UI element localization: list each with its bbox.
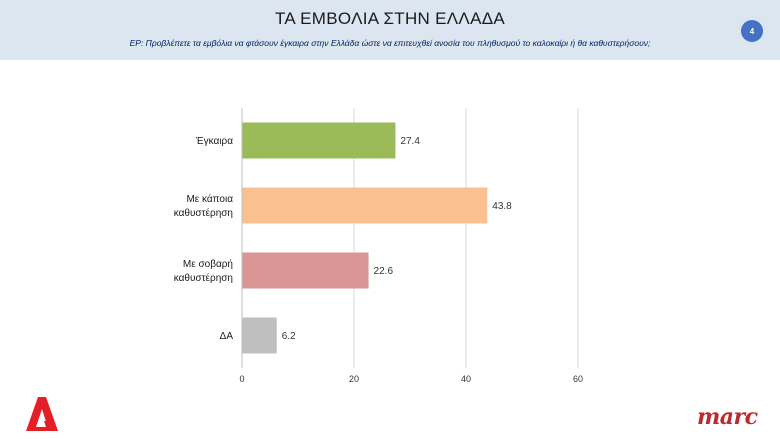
- bar: [242, 122, 396, 159]
- category-label: καθυστέρηση: [174, 207, 233, 219]
- bar: [242, 187, 488, 224]
- value-label: 22.6: [374, 266, 394, 277]
- page-title: ΤΑ ΕΜΒΟΛΙΑ ΣΤΗΝ ΕΛΛΑΔΑ: [274, 9, 506, 28]
- category-label: καθυστέρηση: [174, 272, 233, 284]
- page-number-badge: 4: [741, 20, 763, 42]
- bar: [242, 317, 277, 354]
- x-tick-label: 60: [573, 374, 583, 384]
- alpha-logo: [26, 397, 58, 431]
- value-label: 43.8: [492, 201, 512, 212]
- category-label: Με κάποια: [186, 193, 233, 205]
- category-label: Έγκαιρα: [195, 136, 233, 147]
- category-label: Με σοβαρή: [183, 258, 233, 270]
- marc-logo: marc: [697, 404, 758, 430]
- bar: [242, 252, 369, 289]
- value-label: 6.2: [282, 331, 296, 342]
- x-tick-label: 0: [239, 374, 244, 384]
- value-label: 27.4: [400, 136, 420, 147]
- header-bar: ΤΑ ΕΜΒΟΛΙΑ ΣΤΗΝ ΕΛΛΑΔΑ ΕΡ: Προβλέπετε τα…: [0, 0, 780, 60]
- category-label: ΔΑ: [220, 331, 234, 342]
- x-tick-label: 20: [349, 374, 359, 384]
- x-tick-label: 40: [461, 374, 471, 384]
- survey-question: ΕΡ: Προβλέπετε τα εμβόλια να φτάσουν έγκ…: [129, 38, 651, 48]
